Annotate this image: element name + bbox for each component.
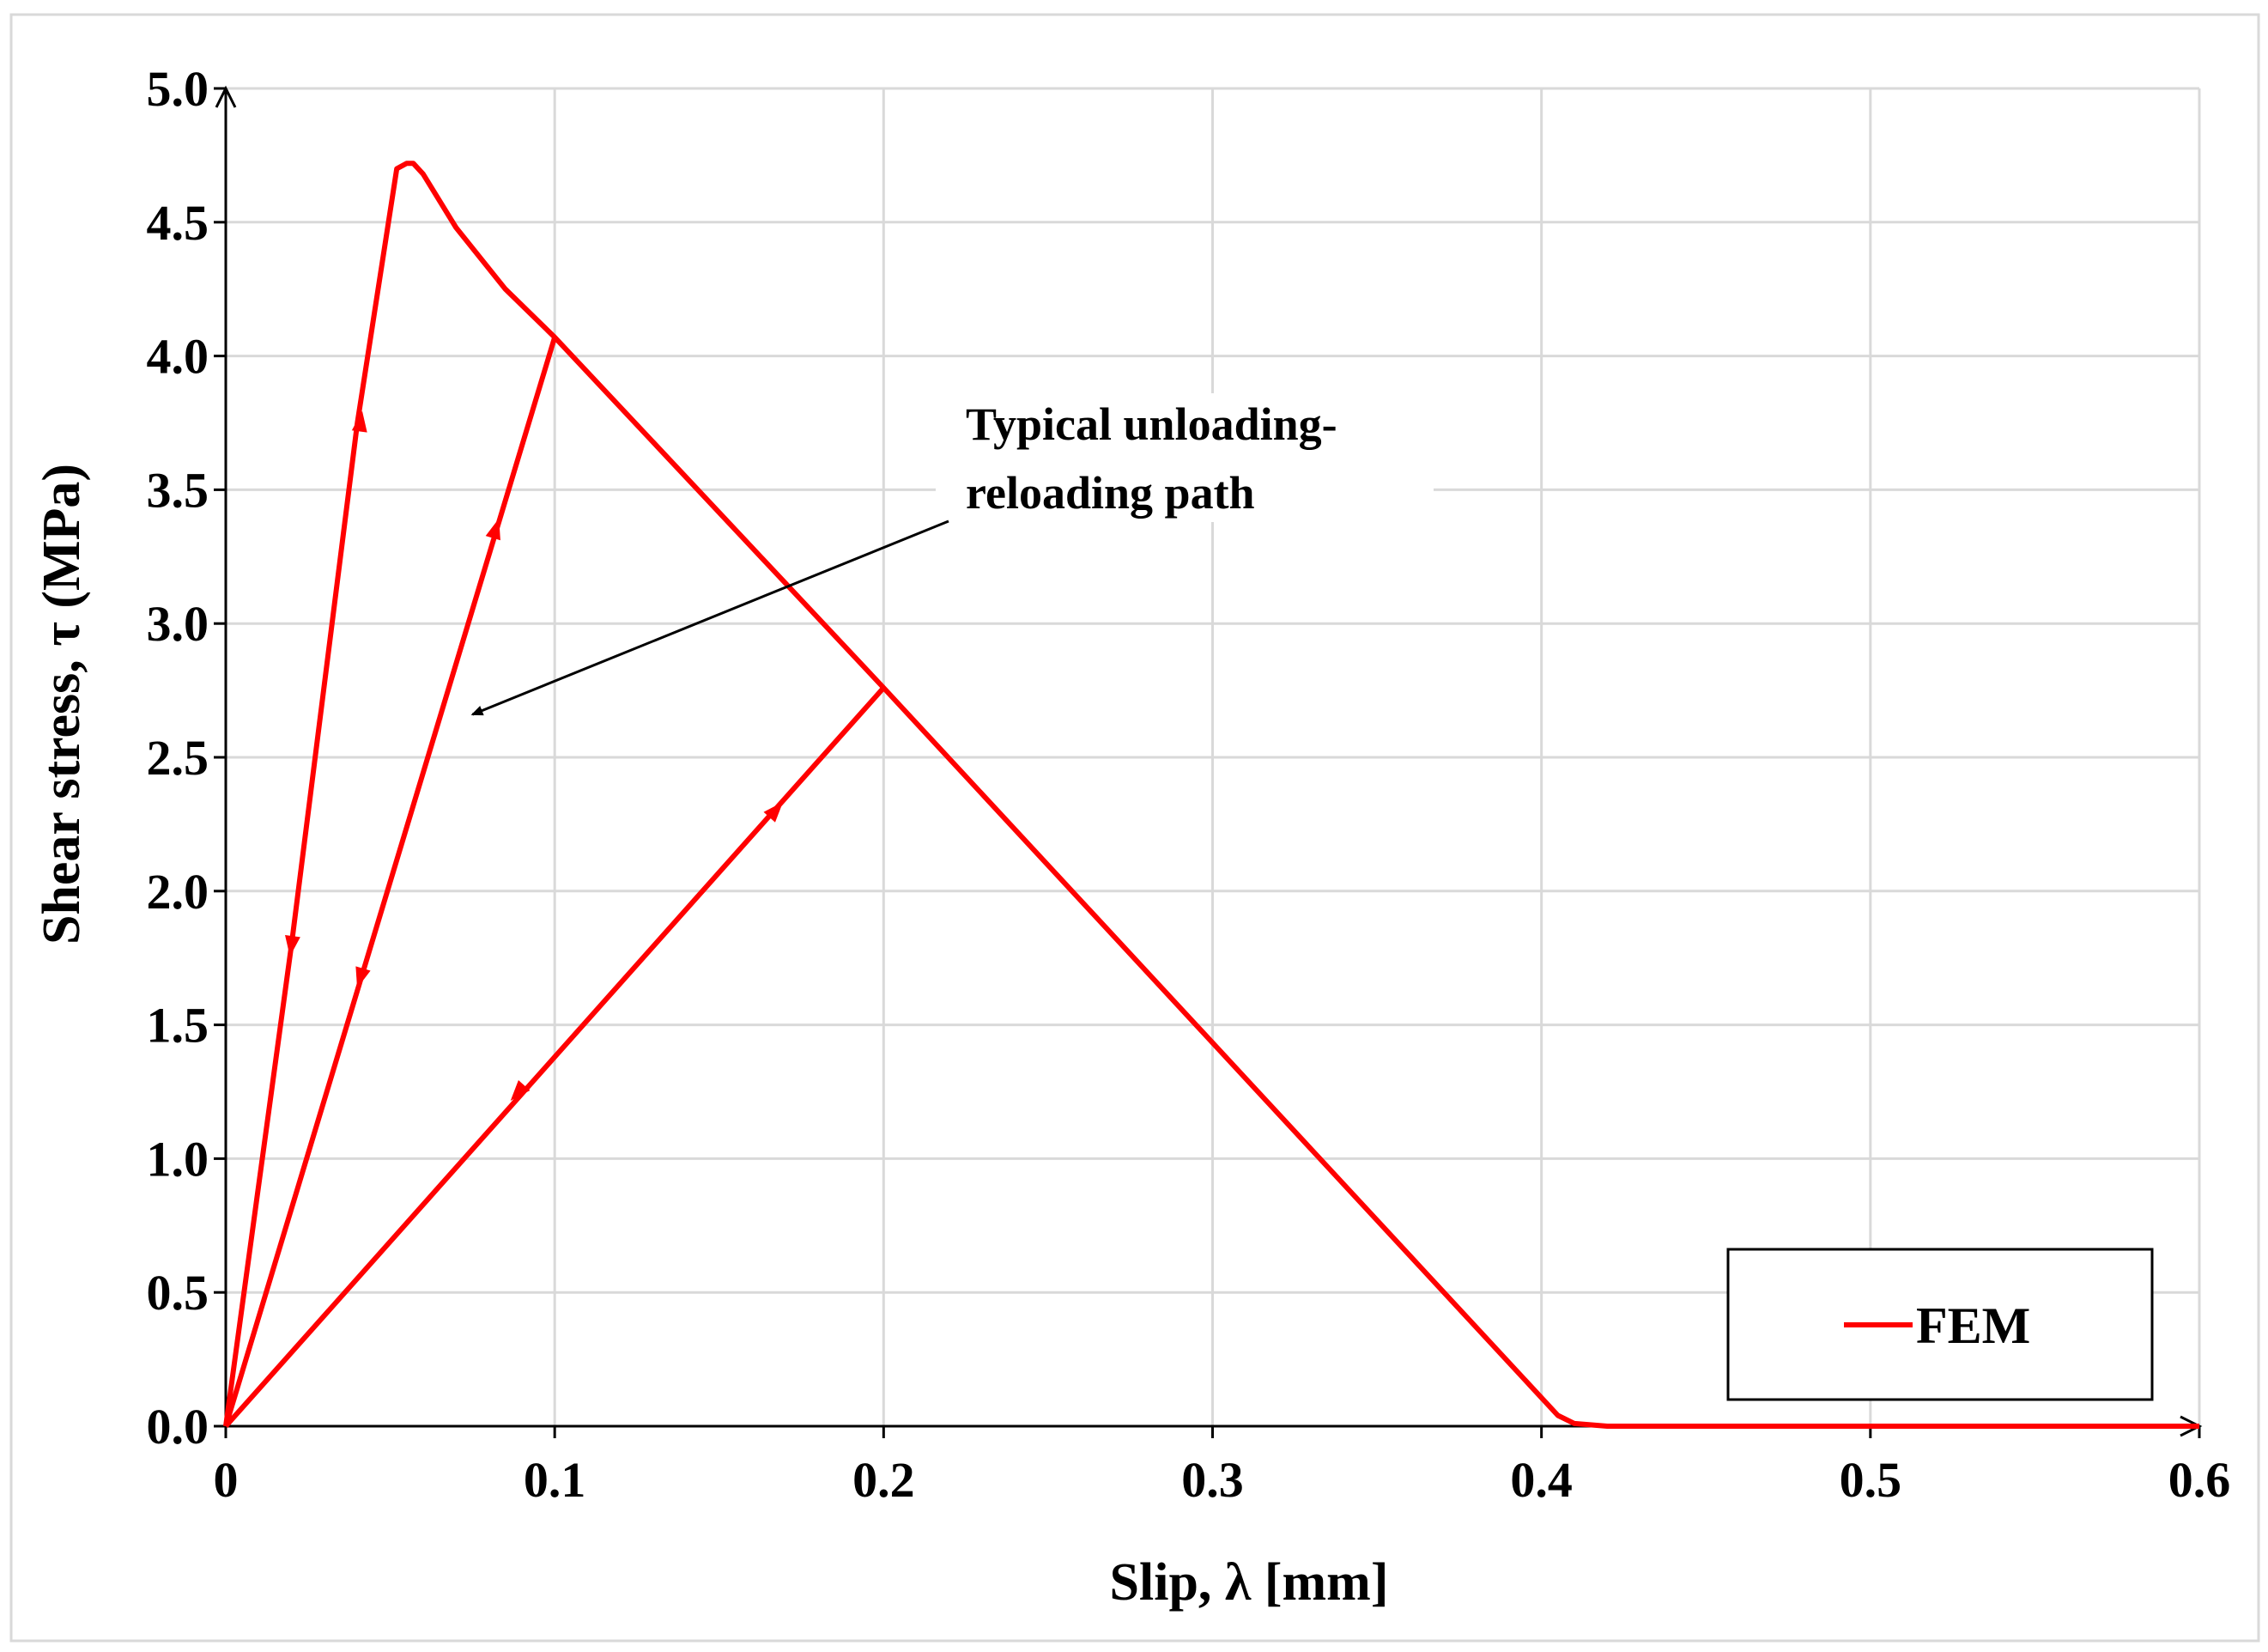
- x-tick-label: 0.5: [1840, 1452, 1902, 1508]
- x-tick-label: 0.2: [852, 1452, 915, 1508]
- x-axis-title: Slip, λ [mm]: [1110, 1553, 1389, 1612]
- legend: FEM: [1726, 1248, 2154, 1401]
- x-tick-label: 0.3: [1181, 1452, 1244, 1508]
- y-tick-label: 0.0: [147, 1399, 209, 1455]
- direction-arrowhead: [485, 518, 500, 541]
- y-tick-label: 4.0: [147, 329, 209, 385]
- annotation-line-2: reloading path: [966, 467, 1255, 519]
- series-line-fem: [223, 161, 2199, 1429]
- y-tick-label: 1.5: [147, 998, 209, 1054]
- y-tick-label: 1.0: [147, 1131, 209, 1187]
- y-axis-title: Shear stress, τ (MPa): [33, 464, 91, 944]
- legend-box: [1726, 1248, 2154, 1401]
- y-tick-label: 3.5: [147, 462, 209, 518]
- direction-arrowhead: [351, 410, 367, 433]
- x-tick-label: 0.6: [2168, 1452, 2231, 1508]
- tick-labels: 0.0 0.5 1.0 1.5 2.0 2.5 3.0 3.5 4.0 4.5 5.0 0 0.1 0.2…: [147, 61, 2231, 1508]
- y-tick-label: 5.0: [147, 61, 209, 117]
- y-tick-label: 4.5: [147, 195, 209, 251]
- direction-arrows: [285, 410, 784, 1101]
- unloading-reloading-path: [223, 336, 558, 1427]
- y-tick-label: 2.5: [147, 730, 209, 786]
- y-tick-label: 2.0: [147, 864, 209, 920]
- legend-label: FEM: [1916, 1297, 2030, 1354]
- annotation-arrow: [470, 519, 949, 716]
- y-tick-label: 3.0: [147, 596, 209, 652]
- annotation-line-1: Typical unloading-: [966, 398, 1337, 450]
- x-tick-label: 0: [214, 1452, 239, 1508]
- annotation-background: [936, 393, 1434, 522]
- direction-arrowhead: [355, 966, 371, 988]
- direction-arrowhead: [763, 801, 784, 823]
- y-tick-label: 0.5: [147, 1265, 209, 1321]
- annotation: Typical unloading- reloading path: [470, 393, 1434, 716]
- x-tick-label: 0.4: [1510, 1452, 1573, 1508]
- direction-arrowhead: [510, 1080, 531, 1101]
- direction-arrowhead: [285, 934, 300, 957]
- y-axis-arrowhead: [215, 85, 237, 108]
- x-tick-label: 0.1: [524, 1452, 586, 1508]
